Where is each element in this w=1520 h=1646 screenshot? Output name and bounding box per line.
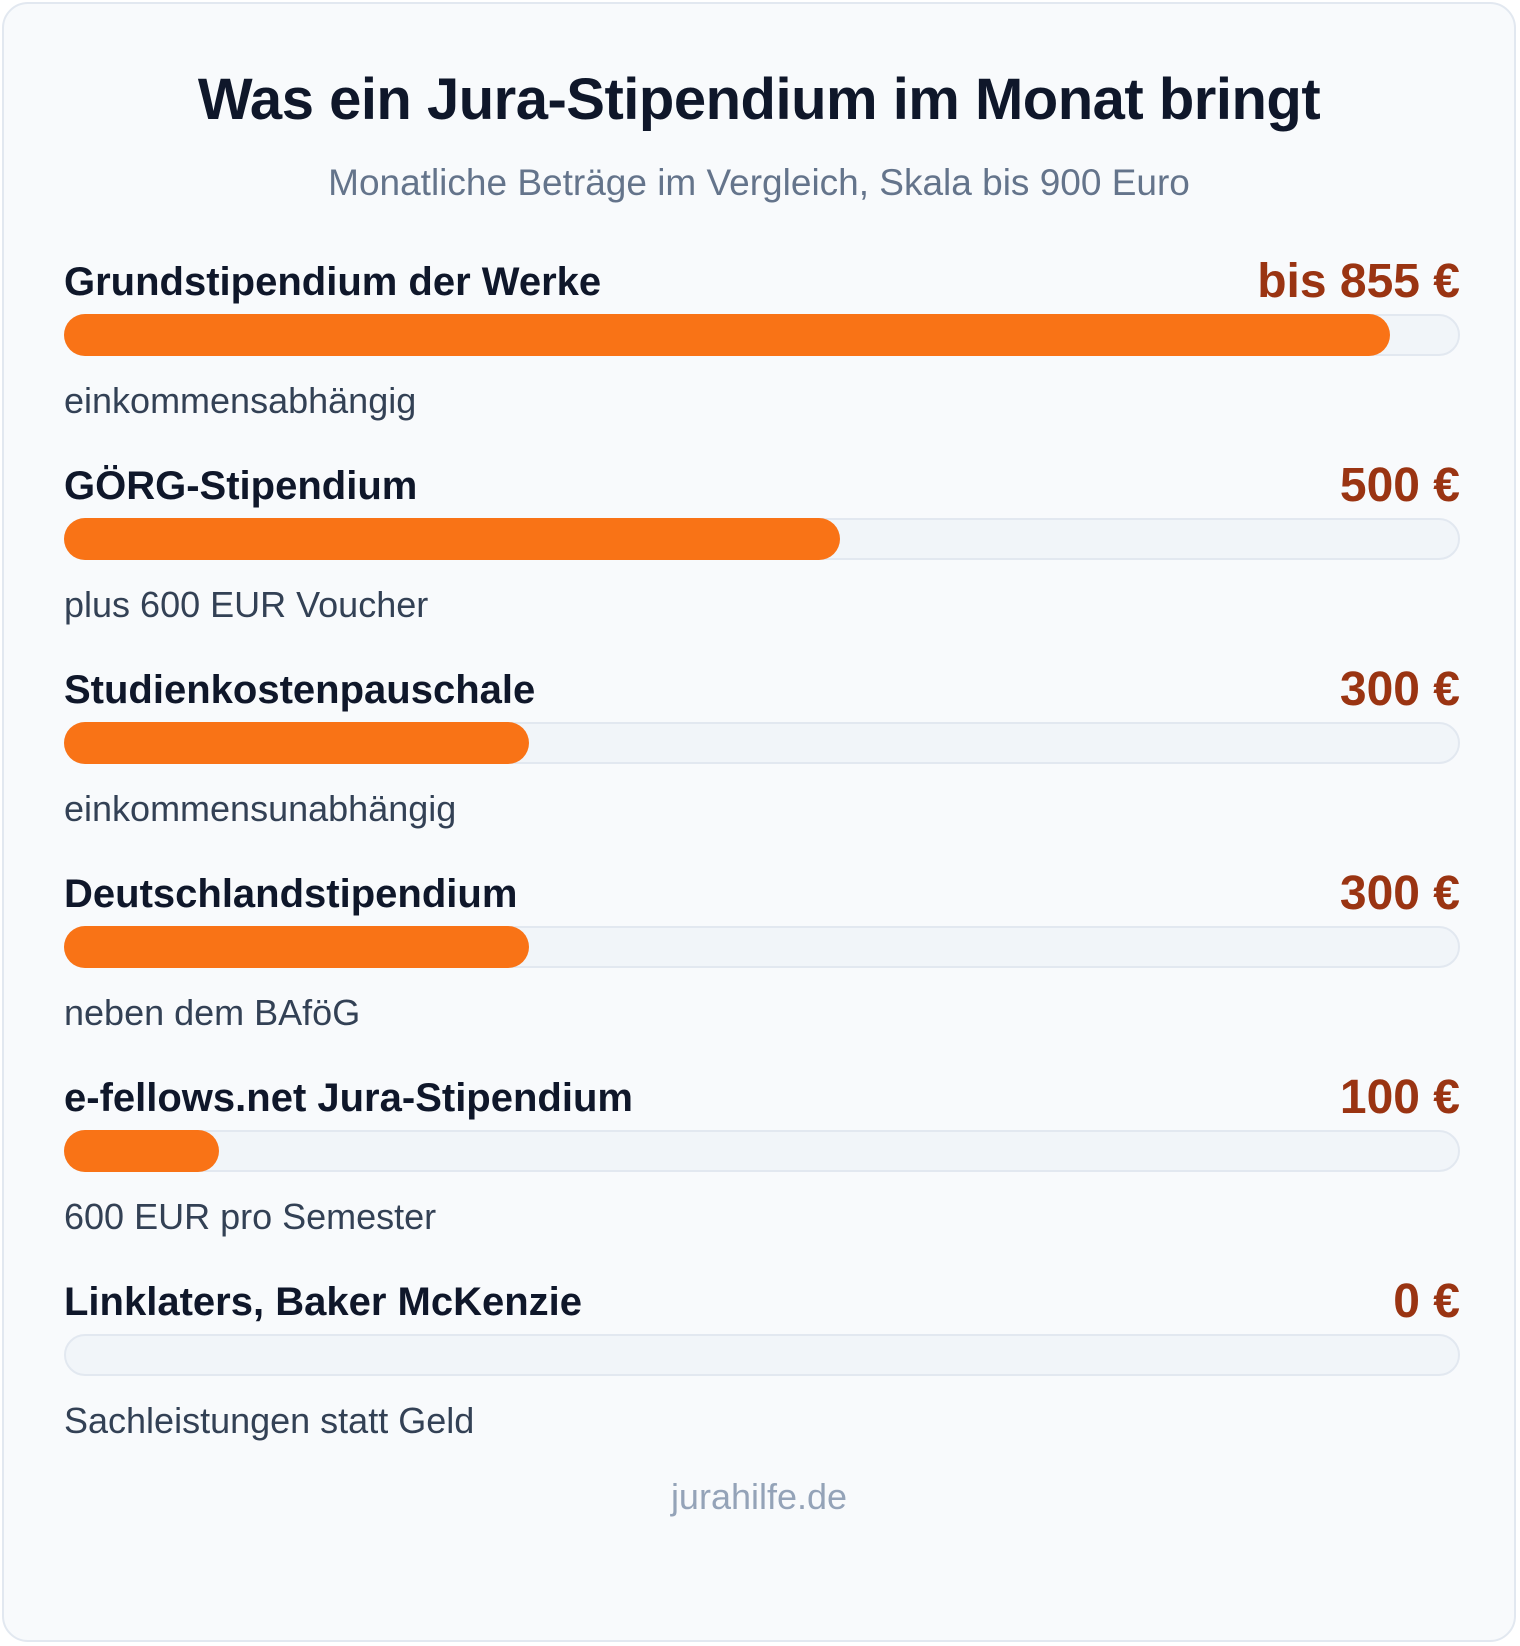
chart-title: Was ein Jura-Stipendium im Monat bringt xyxy=(197,67,1321,132)
bar-value-label: 0 € xyxy=(1393,1275,1460,1328)
bar-label: Deutschlandstipendium xyxy=(64,872,518,916)
bar-note: plus 600 EUR Voucher xyxy=(64,584,429,625)
bar-fill xyxy=(64,1130,219,1172)
bar-value-label: 300 € xyxy=(1339,867,1460,920)
bar-row-e-fellows-net-jura-stipendium: e-fellows.net Jura-Stipendium 100 € 600 EU… xyxy=(64,1068,1460,1268)
bar-label: Studienkostenpauschale xyxy=(64,668,536,712)
bar-value-label: 300 € xyxy=(1339,663,1460,716)
bar-track xyxy=(64,926,1460,968)
bar-row-studienkostenpauschale: Studienkostenpauschale 300 € einkommensuna… xyxy=(64,660,1460,860)
bar-label: GÖRG-Stipendium xyxy=(64,464,418,508)
bar-track xyxy=(64,1334,1460,1376)
bar-fill xyxy=(64,518,840,560)
bar-row-g-rg-stipendium: GÖRG-Stipendium 500 € plus 600 EUR Voucher xyxy=(64,456,1460,656)
bar-label: Linklaters, Baker McKenzie xyxy=(64,1280,582,1324)
bar-track xyxy=(64,722,1460,764)
bar-value-label: bis 855 € xyxy=(1257,255,1460,308)
bar-track xyxy=(64,1130,1460,1172)
chart-subtitle: Monatliche Beträge im Vergleich, Skala b… xyxy=(328,162,1190,203)
bar-note: einkommensabhängig xyxy=(64,380,417,421)
bar-track xyxy=(64,518,1460,560)
bar-note: Sachleistungen statt Geld xyxy=(64,1400,475,1441)
bar-fill xyxy=(64,722,529,764)
bar-fill xyxy=(64,926,529,968)
bar-row-grundstipendium-der-werke: Grundstipendium der Werke bis 855 € einkom… xyxy=(64,252,1460,452)
bar-fill xyxy=(64,314,1390,356)
bar-row-linklaters-baker-mckenzie: Linklaters, Baker McKenzie 0 € Sachleistun… xyxy=(64,1272,1460,1472)
bar-value-label: 100 € xyxy=(1339,1071,1460,1124)
bar-note: 600 EUR pro Semester xyxy=(64,1196,437,1237)
bar-row-deutschlandstipendium: Deutschlandstipendium 300 € neben dem BAfö… xyxy=(64,864,1460,1064)
bar-track xyxy=(64,314,1460,356)
bar-note: neben dem BAföG xyxy=(64,992,361,1033)
bar-value-label: 500 € xyxy=(1339,459,1460,512)
bar-label: e-fellows.net Jura-Stipendium xyxy=(64,1076,633,1120)
bar-label: Grundstipendium der Werke xyxy=(64,260,602,304)
bar-note: einkommensunabhängig xyxy=(64,788,457,829)
source-credit: jurahilfe.de xyxy=(670,1476,848,1517)
